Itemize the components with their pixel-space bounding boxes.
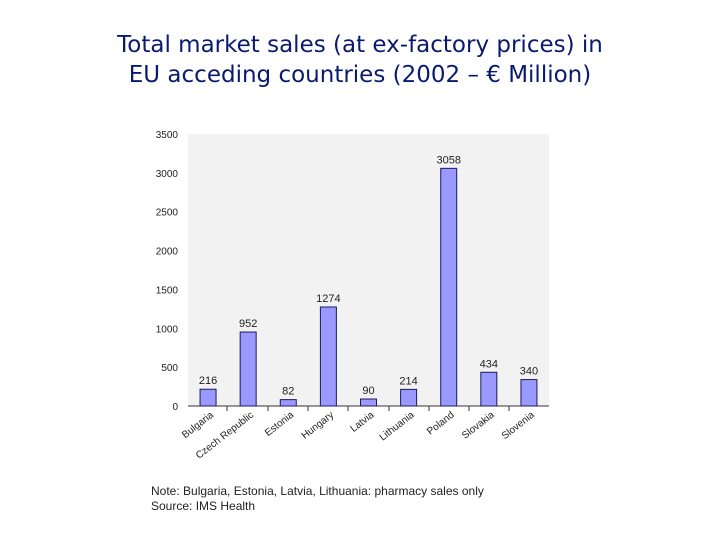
x-tick-label: Lithuania [378,409,417,443]
y-tick-label: 2000 [156,247,179,258]
slide-title: Total market sales (at ex-factory prices… [0,30,720,90]
bar [440,167,458,407]
data-label: 340 [520,366,538,378]
y-tick-label: 500 [161,363,178,374]
data-label: 90 [362,385,374,397]
y-tick-label: 3000 [156,169,179,180]
bar [279,399,297,407]
data-label: 82 [282,386,294,398]
x-tick-label: Latvia [349,409,377,434]
bar [360,398,377,407]
bar [520,379,538,407]
data-label: 216 [199,375,217,387]
data-label: 3058 [436,154,460,166]
chart-notes: Note: Bulgaria, Estonia, Latvia, Lithuan… [151,484,484,514]
bar [319,306,337,407]
title-line-2: EU acceding countries (2002 – € Million) [128,62,592,88]
y-tick-label: 1500 [156,285,179,296]
x-tick-label: Slovakia [460,409,497,441]
data-label: 434 [480,358,498,370]
x-tick-label: Bulgaria [180,409,216,441]
x-tick-label: Hungary [300,410,337,442]
data-label: 214 [399,375,417,387]
y-tick-label: 2500 [156,208,179,219]
x-tick-label: Slovenia [500,409,537,442]
x-tick-label: Estonia [263,409,296,438]
y-tick-label: 3500 [156,130,179,141]
bar [400,388,418,407]
note-text: Note: Bulgaria, Estonia, Latvia, Lithuan… [151,484,484,498]
title-line-1: Total market sales (at ex-factory prices… [117,32,603,58]
source-text: Source: IMS Health [151,499,256,513]
y-tick-label: 0 [172,402,178,413]
bar [199,388,217,407]
x-tick-label: Poland [425,410,456,438]
bar [480,371,498,407]
data-label: 952 [239,318,257,330]
bar [239,331,257,407]
y-tick-label: 1000 [156,324,179,335]
data-label: 1274 [316,293,340,305]
